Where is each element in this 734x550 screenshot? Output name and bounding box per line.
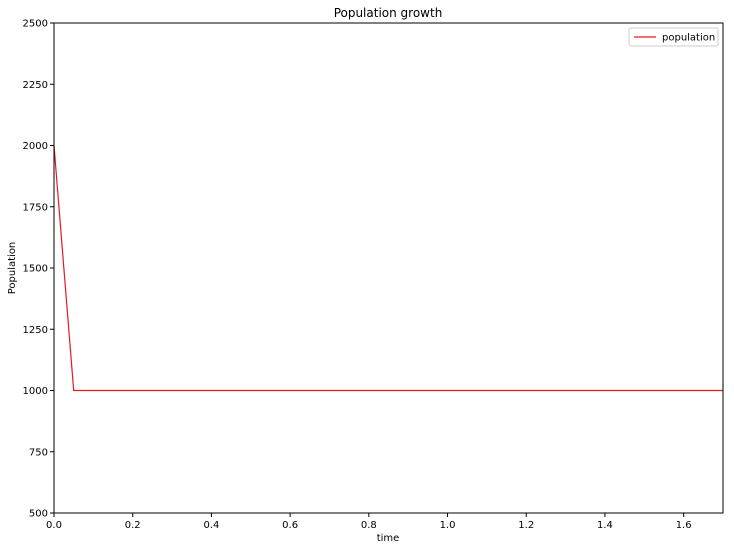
legend-box [628,27,719,47]
legend-label: population [662,33,715,44]
x-tick-label: 0.6 [282,520,298,531]
x-tick-label: 1.6 [676,520,692,531]
x-axis-label: time [377,533,400,544]
chart-title: Population growth [334,6,443,20]
y-tick-label: 1250 [23,325,48,336]
series-line-population [54,145,723,392]
x-tick-label: 0.2 [125,520,141,531]
x-tick-label: 1.4 [597,520,613,531]
y-tick-label: 500 [29,509,48,520]
series-layer [54,145,723,392]
y-tick-label: 1000 [23,386,48,397]
y-tick-label: 2250 [23,80,48,91]
x-axis: 0.0 0.2 0.4 0.6 0.8 1.0 1.2 1.4 1.6 [46,513,692,531]
y-tick-label: 1500 [23,264,48,275]
x-tick-label: 1.2 [518,520,534,531]
y-tick-label: 750 [29,447,48,458]
x-tick-label: 0.4 [203,520,219,531]
x-tick-label: 1.0 [440,520,456,531]
plot-frame [53,22,724,514]
y-axis-label: Population [7,242,18,295]
y-tick-label: 2000 [23,141,48,152]
y-axis: 500 750 1000 1250 1500 1750 2000 2250 2500 [23,19,54,520]
legend: population [628,27,719,47]
x-tick-label: 0.0 [46,520,62,531]
y-tick-label: 1750 [23,202,48,213]
y-tick-label: 2500 [23,19,48,30]
x-tick-label: 0.8 [361,520,377,531]
